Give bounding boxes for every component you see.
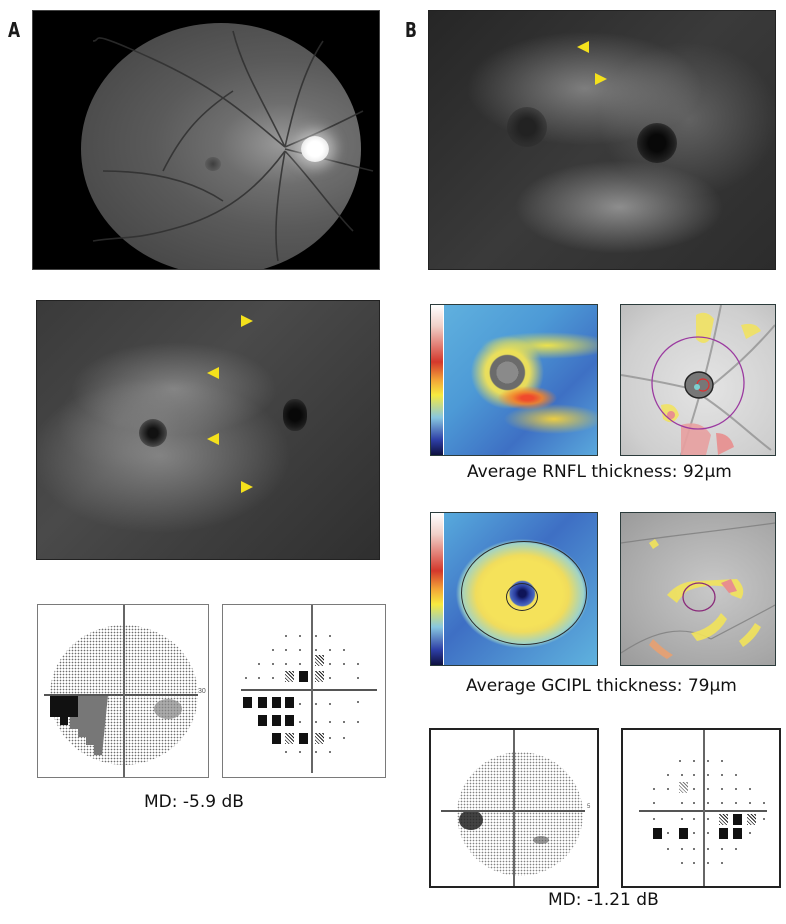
elliptical-annulus-inner <box>506 583 538 611</box>
horizontal-axis <box>44 694 198 696</box>
visual-field-grayscale-b: 5 <box>429 728 599 888</box>
optic-disc <box>301 136 329 162</box>
gcipl-deviation-map <box>620 512 776 666</box>
arrowhead-icon <box>595 73 607 85</box>
arrowhead-icon <box>207 367 219 379</box>
fovea <box>205 157 221 171</box>
panel-label-a: A <box>8 18 21 42</box>
vertical-axis <box>123 605 125 777</box>
scotoma <box>459 810 549 844</box>
rnfl-thickness-map <box>430 304 598 456</box>
axis-tick-label: 30 <box>198 688 206 695</box>
vertical-axis <box>513 730 515 886</box>
fovea <box>637 123 677 163</box>
arrowhead-icon <box>207 433 219 445</box>
axis-tick-label: 5 <box>587 804 591 810</box>
rnfl-deviation-map <box>620 304 776 456</box>
panel-label-b: B <box>405 18 417 42</box>
retinal-vessels <box>92 30 374 262</box>
visual-field-pattern-deviation-b <box>621 728 781 888</box>
optic-disc <box>507 107 547 147</box>
color-scale-bar <box>431 305 444 455</box>
arrowhead-icon <box>241 315 253 327</box>
color-scale-bar <box>431 513 444 665</box>
vertical-axis <box>311 605 313 773</box>
rnfl-caption: Average RNFL thickness: 92µm <box>467 462 732 482</box>
arrowhead-icon <box>577 41 589 53</box>
arrowhead-icon <box>241 481 253 493</box>
deviation-overlay <box>621 522 775 659</box>
gcipl-caption: Average GCIPL thickness: 79µm <box>466 676 737 696</box>
disc-overlay <box>621 305 775 455</box>
red-free-photo-b <box>428 10 776 270</box>
elliptical-annulus-outer <box>461 541 587 645</box>
visual-field-pattern-deviation-a <box>222 604 386 778</box>
gcipl-thickness-map <box>430 512 598 666</box>
visual-field-grayscale-a: 30 <box>37 604 209 778</box>
scotoma <box>50 695 182 755</box>
optic-disc <box>283 399 307 431</box>
vertical-axis <box>703 730 705 886</box>
red-free-photo-a <box>36 300 380 560</box>
md-caption-a: MD: -5.9 dB <box>144 792 244 812</box>
fovea <box>139 419 167 447</box>
fundus-photo-a <box>32 10 380 270</box>
horizontal-axis <box>241 689 377 691</box>
md-caption-b: MD: -1.21 dB <box>548 890 659 910</box>
